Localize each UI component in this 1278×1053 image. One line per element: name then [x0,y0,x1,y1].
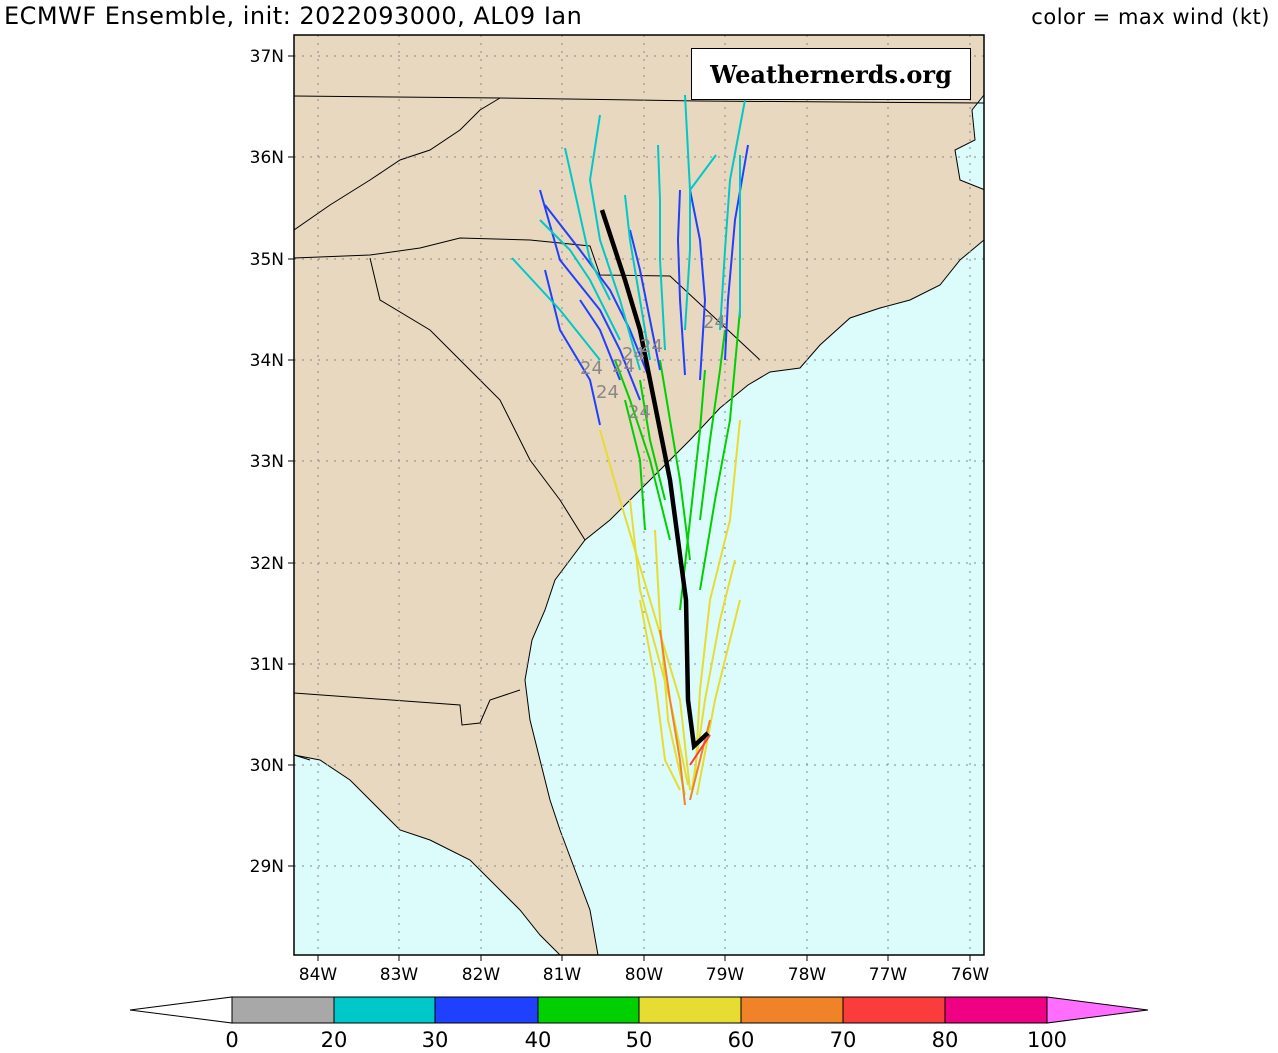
colorbar-tick: 30 [422,1028,449,1052]
lat-label: 37N [250,47,284,67]
wind-colorbar [129,996,1149,1024]
lon-label: 80W [625,965,664,985]
track-time-label: 24 [612,356,635,377]
lat-label: 32N [250,554,284,574]
colorbar-tick: 100 [1027,1028,1067,1052]
ensemble-tracks [511,94,749,806]
lon-label: 82W [462,965,501,985]
track-time-label: 24 [640,336,663,357]
state-borders [294,95,984,761]
lon-label: 76W [951,965,990,985]
colorbar-tick: 50 [626,1028,653,1052]
colorbar-segment [944,996,1048,1024]
lon-label: 81W [543,965,582,985]
colorbar-tick: 60 [728,1028,755,1052]
colorbar-segment [740,996,844,1024]
colorbar-segment [231,996,335,1024]
track-time-label: 24 [628,402,651,423]
colorbar-tick: 70 [830,1028,857,1052]
watermark-box: Weathernerds.org [691,48,971,100]
track-time-label: 24 [622,344,645,365]
track-time-label: 24 [596,382,619,403]
colorbar-segment [638,996,742,1024]
lat-label: 36N [250,148,284,168]
watermark-text: Weathernerds.org [710,59,952,89]
lon-label: 77W [869,965,908,985]
lat-label: 34N [250,351,284,371]
lon-label: 84W [299,965,338,985]
colorbar-high-arrow [1046,996,1149,1024]
colorbar-tick: 80 [932,1028,959,1052]
map-title: ECMWF Ensemble, init: 2022093000, AL09 I… [4,2,583,30]
colorbar-low-arrow [129,996,233,1024]
colorbar-tick: 0 [225,1028,238,1052]
lat-label: 30N [250,756,284,776]
colorbar-tick: 40 [525,1028,552,1052]
lat-label: 33N [250,452,284,472]
lat-label: 35N [250,250,284,270]
colorbar-segment [434,996,539,1024]
colorbar-segment [842,996,946,1024]
colorbar-segment [537,996,640,1024]
track-time-label: 24 [703,312,726,333]
mean-track [599,209,710,751]
legend-caption: color = max wind (kt) [1031,5,1270,29]
lat-label: 31N [250,655,284,675]
lon-label: 78W [788,965,827,985]
track-time-label: 24 [580,358,603,379]
lat-label: 29N [250,857,284,877]
plot-frame [293,34,985,956]
lon-label: 83W [380,965,419,985]
colorbar-tick: 20 [321,1028,348,1052]
lon-label: 79W [706,965,745,985]
colorbar-segment [333,996,436,1024]
